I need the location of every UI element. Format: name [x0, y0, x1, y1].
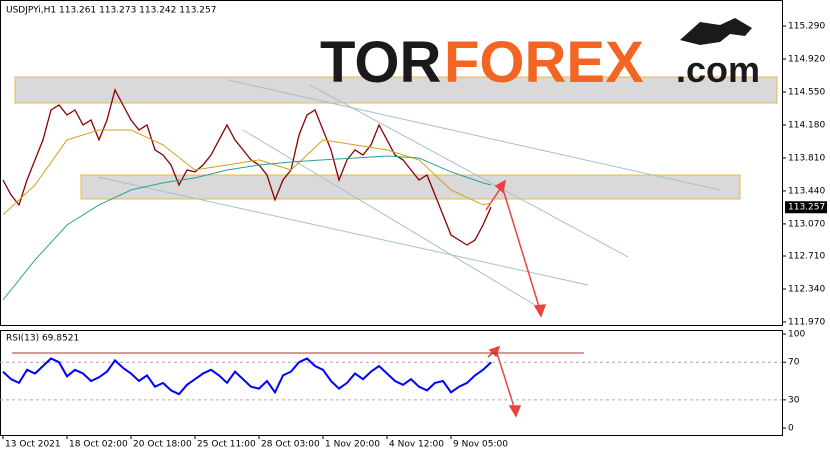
trend-line [309, 84, 629, 258]
arrow [501, 185, 541, 311]
arrow-head [508, 405, 522, 418]
x-tick-label: 1 Nov 20:00 [325, 440, 380, 450]
trend-line [227, 79, 721, 191]
y-tick-label: 113.440 [788, 186, 825, 196]
y-tick-label: 111.970 [788, 317, 825, 327]
y-tick-label: 113.070 [788, 219, 825, 229]
y-tick-label: 112.710 [788, 252, 825, 262]
y-tick-label: 30 [788, 395, 800, 405]
x-tick-label: 20 Oct 18:00 [133, 440, 192, 450]
trend-line [242, 129, 536, 306]
x-tick-label: 28 Oct 03:00 [261, 440, 320, 450]
y-tick-label: 100 [788, 330, 805, 340]
x-tick-label: 13 Oct 2021 [5, 440, 61, 450]
y-tick-label: 114.920 [788, 55, 825, 65]
chart-title: USDJPYi,H1 113.261 113.273 113.242 113.2… [6, 6, 216, 16]
series-line [2, 129, 492, 216]
logo-text: FOREX [444, 30, 644, 95]
rsi-title: RSI(13) 69.8521 [6, 334, 79, 344]
y-tick-label: 113.810 [788, 153, 825, 163]
y-tick-label: 114.180 [788, 120, 825, 130]
trend-line [97, 176, 589, 286]
price-panel [0, 0, 783, 326]
x-tick-label: 4 Nov 12:00 [389, 440, 444, 450]
y-tick-label: 114.550 [788, 87, 825, 97]
y-tick-label: 0 [788, 424, 794, 434]
series-line [2, 88, 492, 246]
logo-text: .com [676, 49, 760, 90]
logo-bull [680, 18, 752, 45]
logo-text: TOR [320, 30, 441, 95]
series-line [2, 357, 492, 396]
y-tick-label: 112.340 [788, 284, 825, 294]
price-label-box [785, 201, 827, 214]
x-tick-label: 25 Oct 11:00 [197, 440, 256, 450]
series-line [2, 155, 492, 301]
logo: TOR FOREX .com [320, 18, 760, 95]
rsi-panel [0, 330, 783, 436]
x-tick-label: 9 Nov 05:00 [453, 440, 508, 450]
trend-lines [97, 79, 721, 306]
arrow [495, 349, 516, 411]
x-tick-label: 18 Oct 02:00 [69, 440, 128, 450]
price-label: 113.257 [788, 203, 825, 213]
arrow-head [533, 304, 547, 318]
resistance-zone [14, 76, 778, 104]
y-tick-label: 115.290 [788, 22, 825, 32]
arrow [485, 185, 503, 211]
forecast [485, 179, 547, 418]
y-tick-label: 70 [788, 358, 800, 368]
